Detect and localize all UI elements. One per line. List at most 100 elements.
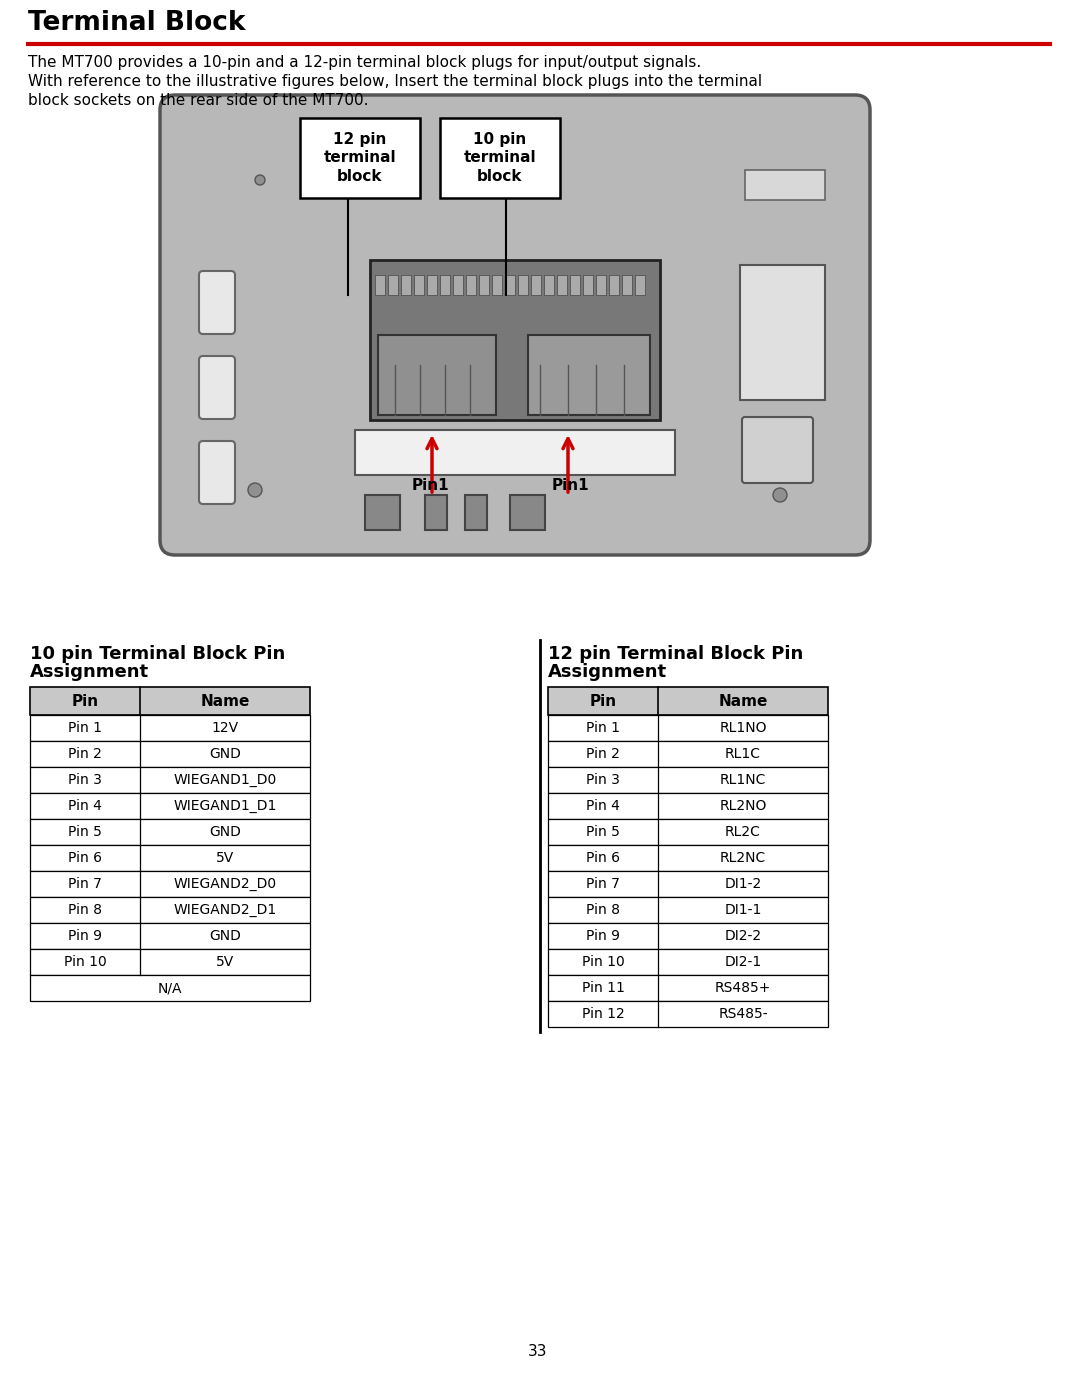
Text: Pin: Pin [71,694,99,709]
Bar [609,275,619,295]
Bar [370,260,660,420]
Bar [548,923,829,949]
Text: Name: Name [200,694,250,709]
Text: Pin 8: Pin 8 [68,903,102,916]
Bar [510,495,546,530]
Bar [365,495,400,530]
Bar [466,275,476,295]
Bar [30,897,310,923]
Bar [528,335,650,415]
Text: 10 pin
terminal
block: 10 pin terminal block [464,132,536,184]
Bar [479,275,489,295]
Bar [548,897,829,923]
Text: Pin 8: Pin 8 [586,903,620,916]
Bar [427,275,437,295]
Text: N/A: N/A [158,981,182,995]
Bar [548,793,829,819]
Bar [300,118,420,198]
Text: With reference to the illustrative figures below, Insert the terminal block plug: With reference to the illustrative figur… [28,74,762,89]
Bar [548,976,829,1002]
Bar [30,923,310,949]
Text: WIEGAND1_D1: WIEGAND1_D1 [173,800,277,813]
Text: Pin 3: Pin 3 [586,774,620,787]
Text: Pin 6: Pin 6 [68,851,102,866]
Text: RS485-: RS485- [718,1007,768,1021]
Bar [425,495,447,530]
Text: 5V: 5V [216,955,235,969]
Text: RL2C: RL2C [725,824,761,840]
Text: Pin 7: Pin 7 [68,877,102,890]
Text: 10 pin Terminal Block Pin: 10 pin Terminal Block Pin [30,644,285,664]
Text: GND: GND [209,824,241,840]
Bar [453,275,463,295]
FancyBboxPatch shape [199,356,235,419]
Text: RL1C: RL1C [725,747,761,761]
Text: RS485+: RS485+ [714,981,771,995]
Bar [30,845,310,871]
Bar [440,275,450,295]
Text: Pin 2: Pin 2 [68,747,102,761]
Circle shape [255,174,265,185]
Text: Pin 1: Pin 1 [586,721,620,735]
Bar [465,495,487,530]
Text: WIEGAND1_D0: WIEGAND1_D0 [173,774,277,787]
Bar [505,275,515,295]
Text: The MT700 provides a 10-pin and a 12-pin terminal block plugs for input/output s: The MT700 provides a 10-pin and a 12-pin… [28,55,702,70]
Circle shape [247,484,261,497]
Text: 12V: 12V [212,721,239,735]
Bar [548,845,829,871]
Text: Pin 5: Pin 5 [586,824,620,840]
Bar [30,871,310,897]
Text: block sockets on the rear side of the MT700.: block sockets on the rear side of the MT… [28,93,368,109]
Text: Pin 5: Pin 5 [68,824,102,840]
Text: RL1NC: RL1NC [720,774,766,787]
Bar [30,714,310,741]
Text: Pin 3: Pin 3 [68,774,102,787]
Text: Pin 6: Pin 6 [586,851,620,866]
Text: Pin 10: Pin 10 [63,955,107,969]
Text: WIEGAND2_D1: WIEGAND2_D1 [173,903,277,916]
Text: 12 pin Terminal Block Pin: 12 pin Terminal Block Pin [548,644,804,664]
Bar [30,819,310,845]
Bar [544,275,554,295]
Bar [530,275,541,295]
Bar [740,265,825,400]
Bar [440,118,560,198]
Bar [622,275,632,295]
Bar [30,687,310,714]
Bar [745,170,825,201]
Bar [414,275,424,295]
Text: DI2-1: DI2-1 [724,955,762,969]
Bar [30,793,310,819]
FancyBboxPatch shape [199,271,235,334]
Bar [548,819,829,845]
Bar [548,871,829,897]
Text: DI2-2: DI2-2 [724,929,762,943]
FancyBboxPatch shape [160,95,870,555]
Text: Pin 2: Pin 2 [586,747,620,761]
Bar [548,714,829,741]
Text: RL1NO: RL1NO [719,721,767,735]
Text: Pin1: Pin1 [411,478,449,493]
Bar [30,976,310,1002]
Text: Pin 11: Pin 11 [581,981,624,995]
Bar [388,275,398,295]
Bar [548,1002,829,1026]
Bar [30,741,310,767]
Text: Assignment: Assignment [30,664,150,682]
Text: Pin 9: Pin 9 [68,929,102,943]
Bar [548,767,829,793]
Text: GND: GND [209,929,241,943]
Text: 33: 33 [528,1345,548,1359]
Bar [557,275,567,295]
Bar [596,275,606,295]
Text: 12 pin
terminal
block: 12 pin terminal block [324,132,396,184]
Bar [570,275,580,295]
Bar [30,767,310,793]
Text: Name: Name [719,694,767,709]
Bar [548,949,829,976]
Text: Pin 1: Pin 1 [68,721,102,735]
Bar [518,275,528,295]
Text: Pin 4: Pin 4 [68,800,102,813]
Bar [635,275,645,295]
